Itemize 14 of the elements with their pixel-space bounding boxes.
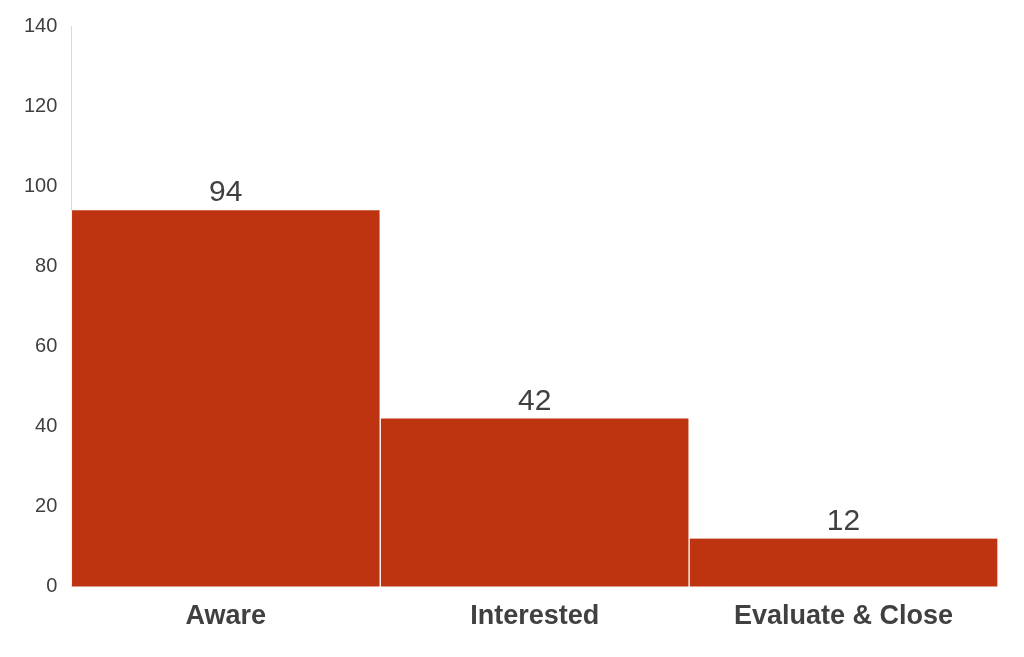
y-tick-label: 100	[23, 173, 58, 196]
y-tick-label: 60	[35, 333, 58, 356]
x-tick-label: Aware	[185, 600, 267, 631]
y-tick-label: 80	[35, 253, 58, 276]
y-tick-label: 40	[35, 413, 58, 436]
data-label: 42	[518, 382, 552, 416]
data-label: 12	[826, 502, 861, 536]
y-tick-label: 0	[46, 574, 58, 597]
y-tick-label: 140	[23, 13, 58, 36]
data-label: 94	[209, 174, 243, 208]
x-tick-label: Interested	[470, 600, 600, 631]
y-tick-label: 20	[35, 494, 58, 517]
y-tick-label: 120	[23, 93, 58, 116]
x-tick-label: Evaluate & Close	[734, 600, 954, 631]
